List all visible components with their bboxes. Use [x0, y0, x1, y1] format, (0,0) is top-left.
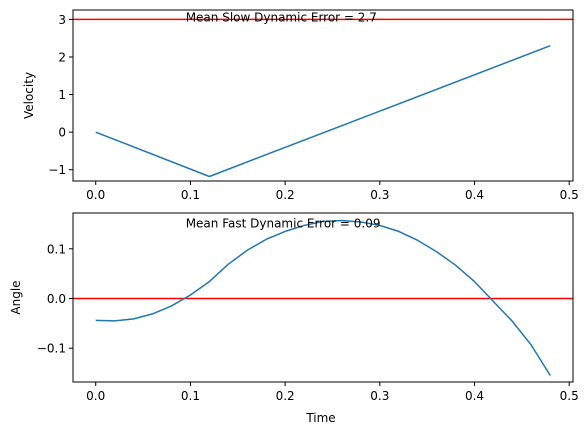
velocity-y-tick-label: 3	[58, 13, 66, 27]
angle-x-tick-label: 0.4	[465, 389, 484, 403]
velocity-y-axis-label: Velocity	[22, 72, 36, 119]
angle-axes-frame	[72, 212, 574, 383]
velocity-series-line	[95, 44, 551, 178]
velocity-y-tick-label: 2	[58, 50, 66, 64]
velocity-x-tick-label: 0.0	[86, 188, 105, 202]
angle-y-tick-label: −0.1	[37, 342, 66, 356]
fast-dynamic-error-annotation: Mean Fast Dynamic Error = 0.09	[186, 216, 381, 230]
angle-series-line	[95, 219, 551, 376]
angle-y-axis-label: Angle	[9, 280, 23, 314]
angle-x-tick-label: 0.5	[560, 389, 579, 403]
angle-panel: 0.0 0.1 0.2 0.3 0.4 0.5 −0.1 0.0 0.1 Mean Fast …	[9, 212, 579, 425]
angle-y-tick-label: 0.0	[47, 292, 66, 306]
angle-x-tick-label: 0.2	[276, 389, 295, 403]
velocity-y-ticks: −1 0 1 2 3	[48, 13, 73, 177]
slow-dynamic-error-annotation: Mean Slow Dynamic Error = 2.7	[186, 10, 377, 24]
angle-x-tick-label: 0.1	[181, 389, 200, 403]
angle-x-ticks: 0.0 0.1 0.2 0.3 0.4 0.5	[86, 382, 579, 403]
angle-x-tick-label: 0.0	[86, 389, 105, 403]
velocity-axes-frame	[72, 9, 574, 182]
time-x-axis-label: Time	[305, 411, 335, 425]
velocity-x-tick-label: 0.4	[465, 188, 484, 202]
velocity-x-ticks: 0.0 0.1 0.2 0.3 0.4 0.5	[86, 181, 579, 202]
velocity-x-tick-label: 0.3	[370, 188, 389, 202]
velocity-series-group	[95, 44, 551, 178]
angle-x-tick-label: 0.3	[370, 389, 389, 403]
velocity-y-tick-label: 0	[58, 126, 66, 140]
angle-y-tick-label: 0.1	[47, 242, 66, 256]
angle-series-group	[95, 219, 551, 376]
velocity-x-tick-label: 0.1	[181, 188, 200, 202]
velocity-x-tick-label: 0.5	[560, 188, 579, 202]
velocity-y-tick-label: 1	[58, 88, 66, 102]
velocity-y-tick-label: −1	[48, 163, 66, 177]
velocity-panel: 0.0 0.1 0.2 0.3 0.4 0.5 −1 0 1 2 3 Mean Slow Dyna…	[22, 9, 579, 202]
velocity-x-tick-label: 0.2	[276, 188, 295, 202]
angle-y-ticks: −0.1 0.0 0.1	[37, 242, 73, 356]
